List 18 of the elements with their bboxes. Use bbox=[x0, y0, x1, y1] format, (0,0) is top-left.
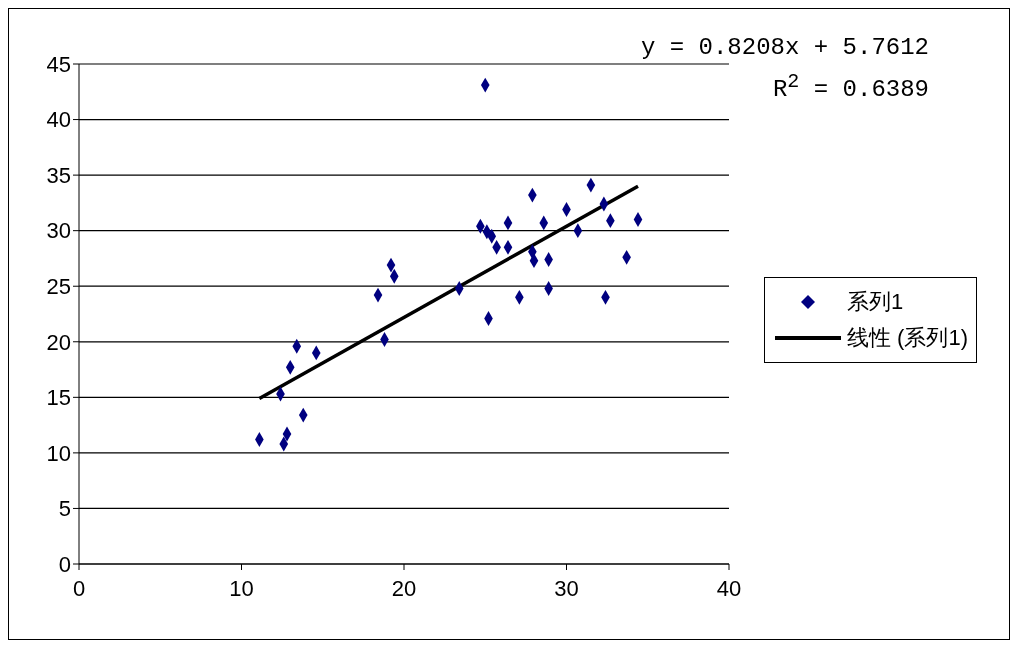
legend-label: 系列1 bbox=[847, 288, 904, 316]
x-tick-label: 10 bbox=[229, 575, 254, 601]
y-tick-label: 0 bbox=[58, 551, 71, 577]
x-tick-label: 30 bbox=[554, 575, 579, 601]
y-tick-label: 15 bbox=[46, 385, 71, 411]
y-tick-label: 45 bbox=[46, 51, 71, 77]
x-tick-label: 20 bbox=[391, 575, 417, 601]
y-tick-label: 25 bbox=[46, 274, 71, 300]
y-tick-label: 30 bbox=[46, 218, 71, 244]
text: y = 0.8208x + 5.7612 bbox=[639, 33, 929, 63]
y-tick-label: 20 bbox=[46, 329, 71, 355]
y-tick-label: 5 bbox=[58, 496, 71, 522]
y-tick-label: 10 bbox=[46, 440, 71, 466]
y-tick-label: 35 bbox=[46, 162, 71, 188]
x-tick-label: 40 bbox=[716, 575, 742, 601]
y-tick-label: 40 bbox=[46, 107, 71, 133]
legend-label: 线性 (系列1) bbox=[847, 324, 968, 352]
text: R$^{2}$ = 0.6389 bbox=[771, 69, 929, 105]
